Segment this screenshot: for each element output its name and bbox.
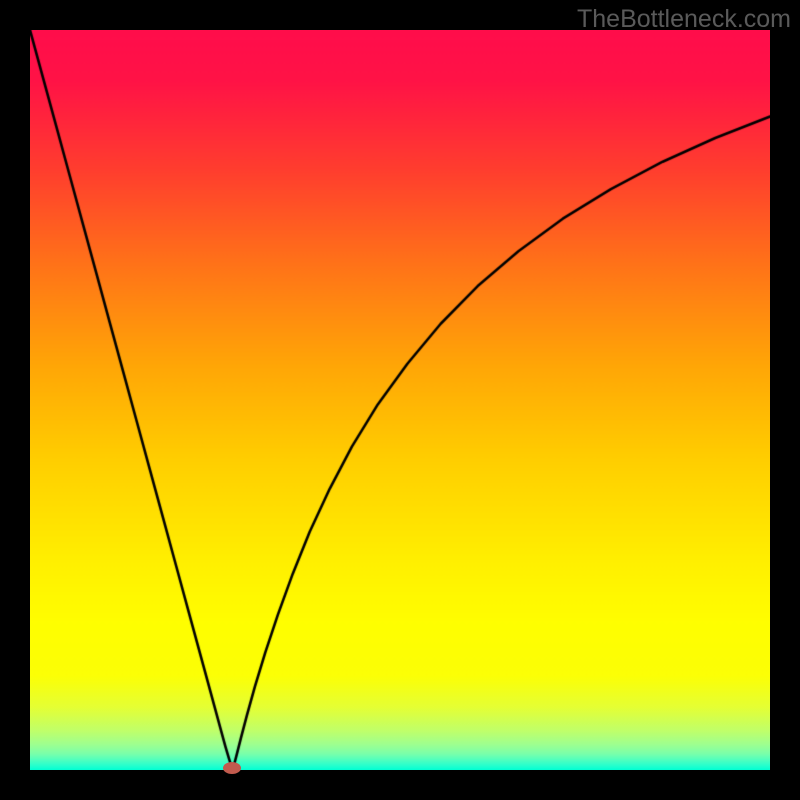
bottleneck-curve [30, 30, 770, 770]
plot-area [30, 30, 770, 770]
chart-container: TheBottleneck.com [0, 0, 800, 800]
optimum-marker [223, 762, 241, 774]
watermark-text: TheBottleneck.com [577, 5, 791, 34]
